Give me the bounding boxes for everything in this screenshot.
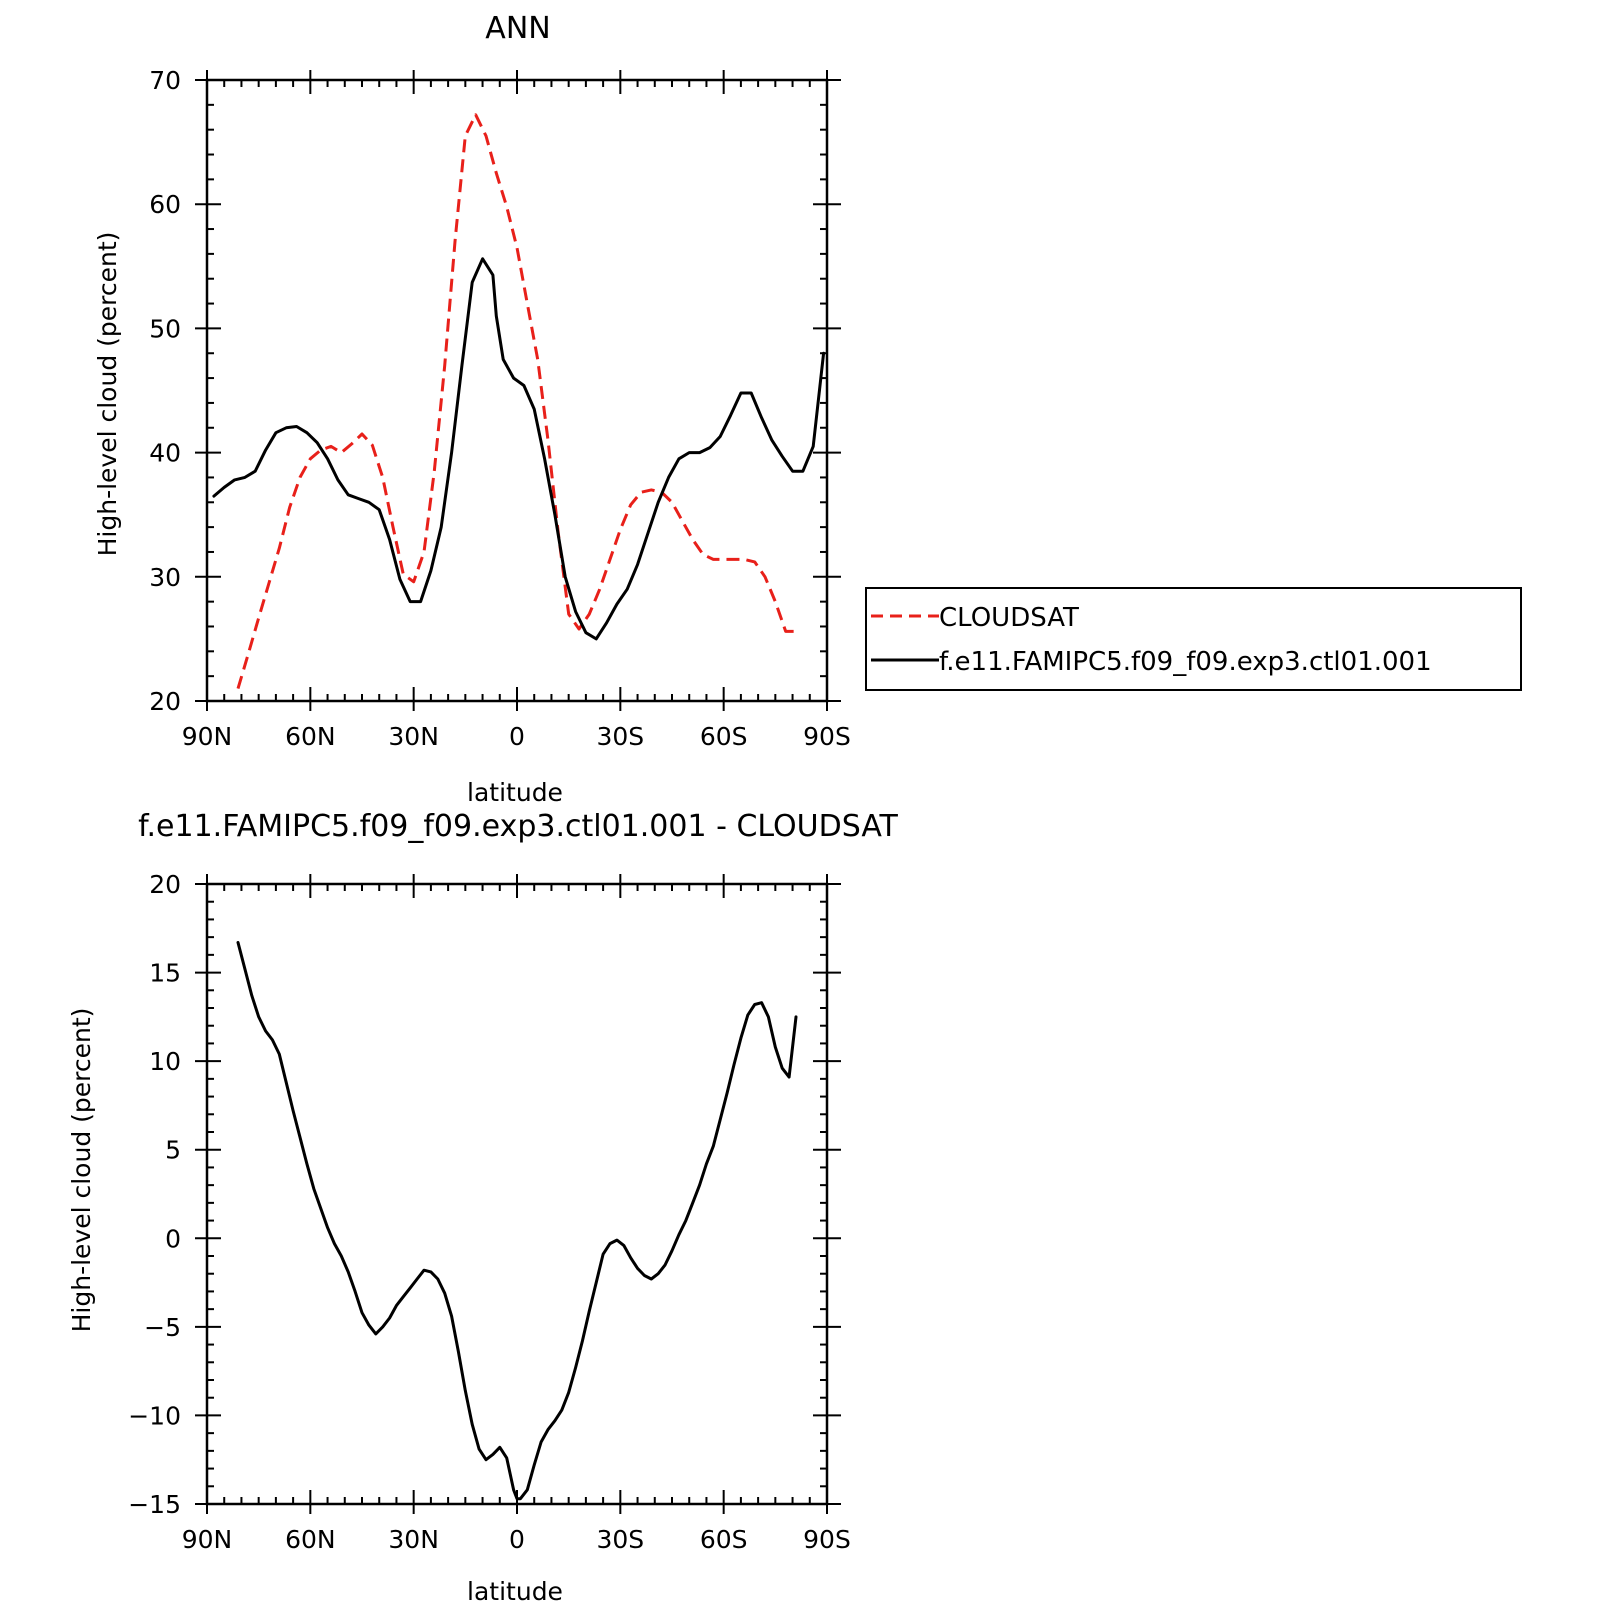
legend: CLOUDSAT f.e11.FAMIPC5.f09_f09.exp3.ctl0… [865,587,1522,691]
x-tick-label: 60N [285,1525,336,1554]
bottom-panel-series [236,941,798,1501]
y-tick-label: −5 [144,1313,181,1342]
top-panel-series-line-2 [212,257,826,641]
x-tick-label: 60S [700,722,748,751]
x-tick-label: 30N [388,722,439,751]
y-tick-label: −15 [128,1490,181,1519]
y-tick-label: 20 [149,870,181,899]
x-tick-label: 90N [182,722,233,751]
y-tick-label: 50 [149,314,181,343]
y-tick-label: 5 [165,1136,181,1165]
x-tick-label: 0 [509,1525,525,1554]
top-panel-ticks [195,70,841,711]
x-tick-label: 30S [596,722,644,751]
x-tick-label: 0 [509,722,525,751]
x-tick-label: 90S [803,722,851,751]
top-panel: ANN High-level cloud (percent) latitude … [93,11,851,807]
y-tick-label: 30 [149,563,181,592]
top-panel-series [212,113,826,690]
y-tick-label: 0 [165,1224,181,1253]
y-tick-label: 60 [149,190,181,219]
y-tick-label: 70 [149,66,181,95]
bottom-panel-plot-frame [205,882,829,1506]
legend-label-model: f.e11.FAMIPC5.f09_f09.exp3.ctl01.001 [939,647,1432,677]
y-tick-label: 15 [149,959,181,988]
legend-box [865,587,1522,691]
top-panel-y-axis-label: High-level cloud (percent) [93,232,122,557]
y-tick-label: 20 [149,687,181,716]
legend-label-cloudsat: CLOUDSAT [939,603,1079,633]
bottom-panel-ticks [195,874,841,1514]
x-tick-label: 30N [388,1525,439,1554]
top-panel-series-line-1 [236,113,796,690]
x-tick-label: 60S [700,1525,748,1554]
bottom-panel-y-axis-label: High-level cloud (percent) [67,1008,96,1333]
y-tick-label: 10 [149,1047,181,1076]
x-tick-label: 30S [596,1525,644,1554]
top-panel-title: ANN [485,11,550,46]
bottom-panel-x-axis-label: latitude [467,1577,563,1606]
top-panel-x-axis-label: latitude [467,778,563,807]
bottom-panel-series-line-1 [236,941,798,1501]
y-tick-label: 40 [149,439,181,468]
top-panel-tick-labels: 90N 60N 30N 0 30S 60S 90S 20 30 40 50 60 70 [149,66,851,751]
x-tick-label: 60N [285,722,336,751]
x-tick-label: 90S [803,1525,851,1554]
top-panel-plot-frame [205,78,829,703]
x-tick-label: 90N [182,1525,233,1554]
bottom-panel: f.e11.FAMIPC5.f09_f09.exp3.ctl01.001 - C… [67,809,899,1606]
bottom-panel-title: f.e11.FAMIPC5.f09_f09.exp3.ctl01.001 - C… [138,809,898,844]
y-tick-label: −10 [128,1401,181,1430]
bottom-panel-tick-labels: 90N 60N 30N 0 30S 60S 90S −15 −10 −5 0 5 10 15 20 [128,870,851,1554]
